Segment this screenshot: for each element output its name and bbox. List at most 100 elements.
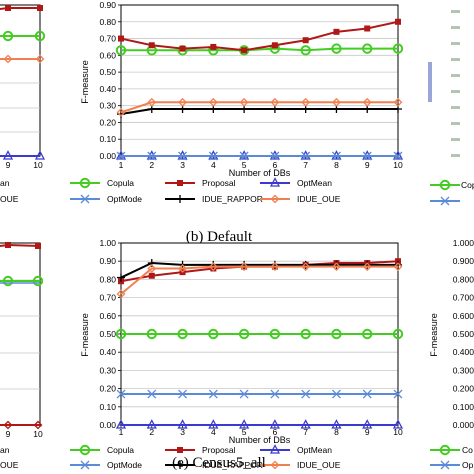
legend-swatch-copula-marker (439, 444, 451, 456)
legend-fragment: OUE (0, 194, 19, 204)
chart-census5-all: 0.00 0.10 0.20 0.30 0.40 0.50 0.60 0.70 0.80 0.90… (70, 238, 404, 471)
y-axis-label: F-measure (429, 313, 439, 357)
y-tick-label: 0.50 (99, 67, 116, 77)
point-idue-oue (332, 97, 341, 107)
partial-tick-fragment (451, 154, 460, 157)
legend-swatch-optmode-marker (440, 196, 450, 206)
y-tick-label: 0.00 (99, 420, 116, 430)
point-idue-oue (147, 97, 157, 107)
x-tick-label: 10 (33, 429, 43, 439)
y-tick-label: 0.300 (453, 365, 474, 375)
point-idue-oue (270, 262, 280, 272)
legend-label-idue-oue: IDUE_OUE (297, 460, 341, 470)
legend-swatch-proposal-marker (177, 180, 183, 186)
series-optmode (116, 389, 403, 399)
legend-swatch-optmode-marker (440, 460, 450, 470)
point-optmean (300, 419, 311, 429)
y-tick-label: 1.000 (453, 238, 474, 248)
partial-bottom-point (3, 420, 13, 430)
legend-fragment: an (0, 178, 10, 188)
point-optmode (301, 151, 311, 161)
point-optmode (208, 151, 218, 161)
series-idue-oue (116, 262, 403, 299)
legend-swatch-optmode-marker (80, 460, 90, 470)
legend-label-optmean: OptMean (297, 178, 332, 188)
point-optmode (362, 151, 372, 161)
point-idue-oue (362, 262, 372, 272)
legend-swatch-copula-marker (79, 444, 91, 456)
point-copula (300, 328, 311, 340)
legend-label-copula: Copula (107, 445, 134, 455)
partial-tick-fragment (451, 106, 460, 109)
point-proposal (271, 42, 278, 49)
point-optmode (178, 389, 188, 399)
y-tick-label: 0.400 (453, 347, 474, 357)
point-optmean (146, 419, 157, 429)
point-idue-oue (301, 262, 311, 272)
point-copula (115, 45, 127, 56)
y-tick-label: 0.000 (453, 420, 474, 430)
y-tick-label: 0.20 (99, 384, 116, 394)
point-optmode (178, 151, 188, 161)
partial-proposal-point (5, 5, 11, 11)
point-copula (362, 43, 373, 54)
point-optmean (362, 419, 373, 429)
series-line-idue-rappor (120, 262, 398, 279)
legend-fragment: Co (462, 445, 473, 455)
point-copula (362, 328, 373, 340)
point-optmode (270, 151, 280, 161)
partial-tick-fragment (451, 26, 460, 29)
point-proposal (148, 272, 155, 279)
legend-label-proposal: Proposal (202, 445, 236, 455)
y-tick-label: 0.700 (453, 293, 474, 303)
x-tick-label: 9 (6, 160, 11, 170)
point-proposal (179, 45, 186, 52)
point-optmode (239, 389, 249, 399)
point-optmode (362, 389, 372, 399)
y-tick-label: 0.80 (99, 17, 116, 27)
point-copula (392, 43, 404, 54)
point-optmean (269, 419, 280, 429)
chart-caption: (e) Census5_all (172, 455, 266, 471)
partial-oue-point (35, 54, 45, 64)
x-tick-label: 4 (211, 427, 216, 437)
x-tick-label: 7 (303, 160, 308, 170)
y-tick-label: 0.60 (99, 50, 116, 60)
right-partial-top: Cop (428, 10, 474, 206)
series-idue-oue (116, 97, 403, 117)
point-idue-oue (116, 107, 126, 117)
partial-tick-fragment (451, 42, 460, 45)
point-copula (115, 328, 127, 340)
point-copula (392, 328, 404, 340)
point-optmode (331, 389, 341, 399)
point-idue-rappor (117, 273, 125, 282)
x-tick-label: 1 (119, 427, 124, 437)
legend-label-proposal: Proposal (202, 178, 236, 188)
point-copula (177, 328, 188, 340)
right-partial-bottom: 1.000 0.900 0.800 0.700 0.600 0.500 0.400 0.300… (429, 238, 474, 470)
point-optmode (116, 151, 126, 161)
legend-label-idue-rappor: IDUE_RAPPOR (202, 460, 263, 470)
x-tick-label: 9 (365, 160, 370, 170)
legend-swatch-proposal-marker (177, 447, 183, 453)
y-tick-label: 0.30 (99, 101, 116, 111)
series-line-idue-oue (120, 101, 398, 114)
legend-swatch-copula-marker (79, 177, 91, 189)
x-tick-label: 7 (303, 427, 308, 437)
point-optmean (177, 419, 188, 429)
point-idue-oue (393, 262, 403, 272)
y-tick-label: 0.800 (453, 274, 474, 284)
left-partial-bottom: 9 10 an OUE (0, 242, 44, 470)
point-optmean (208, 419, 219, 429)
legend-swatch-idue-rappor-marker (176, 461, 184, 469)
partial-copula-point (2, 275, 14, 287)
y-tick-label: 0.10 (99, 402, 116, 412)
legend-swatch-optmean-marker (269, 444, 281, 454)
point-optmode (301, 389, 311, 399)
point-idue-oue (239, 262, 249, 272)
partial-proposal-point (35, 243, 41, 249)
y-tick-label: 0.20 (99, 117, 116, 127)
y-tick-label: 1.00 (99, 238, 116, 248)
legend-swatch-optmode-marker (80, 194, 90, 204)
point-optmode (270, 389, 280, 399)
